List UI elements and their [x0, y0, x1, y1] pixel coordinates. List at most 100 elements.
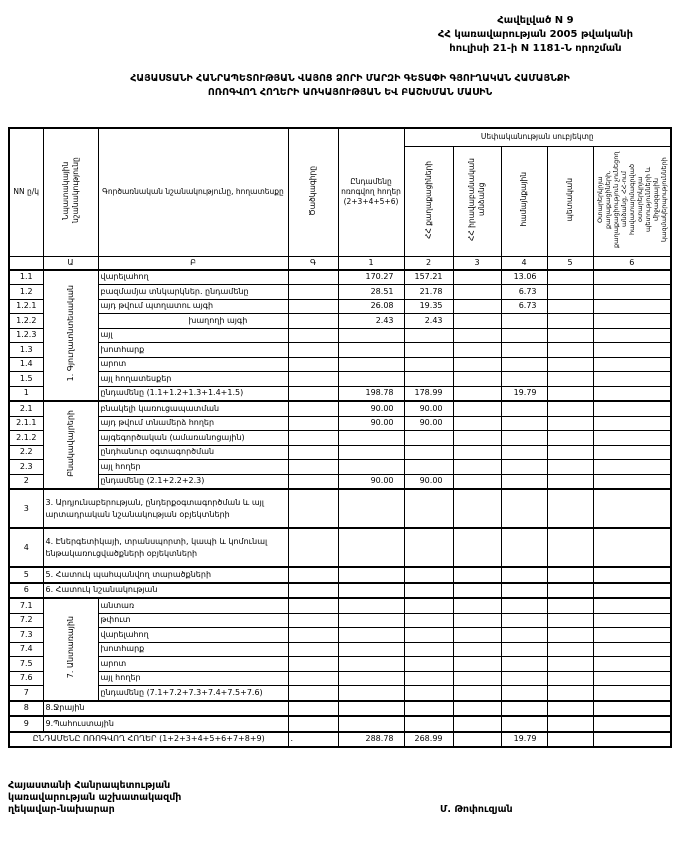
value-cell: 90.00	[337, 400, 405, 417]
value-cell	[500, 327, 548, 343]
row-label: այլ հողատեսքեր	[97, 371, 289, 387]
value-cell	[337, 430, 405, 446]
value-cell	[592, 430, 672, 446]
code-cell	[287, 459, 339, 475]
table-row: 1.2 բազմամյա տնկարկներ. ընդամենը 28.51 21.7…	[8, 284, 672, 300]
grand-total-row: ԸՆԴԱՄԵՆԸ ՈՌՈԳՎՈՂ ՀՈՂԵՐ (1+2+3+4+5+6+7+8+…	[8, 730, 672, 748]
row-number: 3	[8, 488, 44, 529]
value-cell	[546, 597, 594, 614]
row-label: 3. Արդյունաբերության, ընդերքօգտագործման …	[42, 488, 289, 529]
value-cell	[452, 473, 502, 490]
code-cell	[287, 581, 339, 599]
value-cell	[452, 313, 502, 329]
row-label: խոտհարք	[97, 342, 289, 358]
row-label: այդ թվում պտղատու այգի	[97, 298, 289, 314]
header-legal: ՀՀ իրավաբանական անձանց	[452, 145, 502, 257]
code-cell	[287, 284, 339, 300]
row-label: արոտ	[97, 356, 289, 372]
group-label: 7. Անտառային	[42, 597, 99, 701]
row-label: բազմամյա տնկարկներ. ընդամենը	[97, 284, 289, 300]
value-cell: 2.43	[337, 313, 405, 329]
value-cell	[403, 656, 454, 672]
value-cell: 6.73	[500, 284, 548, 300]
value-cell	[337, 715, 405, 732]
value-cell	[452, 268, 502, 285]
value-cell	[592, 527, 672, 568]
table-row: 5 5. Հատուկ պահպանվող տարածքների	[8, 566, 672, 583]
value-cell	[592, 473, 672, 490]
table-row: 8 8.Ջրային	[8, 699, 672, 717]
value-cell	[452, 670, 502, 686]
value-cell: 178.99	[403, 385, 454, 402]
value-cell: 170.27	[337, 268, 405, 285]
value-cell	[500, 627, 548, 643]
value-cell	[452, 488, 502, 529]
row-number: 6	[8, 581, 44, 599]
annex-reference: Հավելված N 9 ՀՀ կառավարության 2005 թվակա…	[438, 14, 633, 56]
header-function: Գործառնական նշանակությունը, հողատեսքը	[97, 127, 289, 257]
code-cell	[287, 385, 339, 402]
row-label: անտառ	[97, 597, 289, 614]
value-cell	[500, 488, 548, 529]
value-cell	[500, 444, 548, 460]
value-cell	[546, 284, 594, 300]
value-cell	[452, 444, 502, 460]
code-cell	[287, 566, 339, 583]
code-cell	[287, 356, 339, 372]
value-cell	[452, 627, 502, 643]
value-cell: 90.00	[403, 400, 454, 417]
value-cell	[546, 527, 594, 568]
land-distribution-table: NN ը/կ Նպատակային նշանակությունը Գործառն…	[8, 127, 672, 748]
value-cell: 21.78	[403, 284, 454, 300]
row-number: 7.4	[8, 641, 44, 657]
table-row: 1.4 արոտ	[8, 356, 672, 372]
code-cell	[287, 473, 339, 490]
value-cell	[452, 284, 502, 300]
signatory-position: Հայաստանի Հանրապետության կառավարության ա…	[8, 780, 181, 816]
value-cell	[592, 356, 672, 372]
title-line-2: ՈՌՈԳՎՈՂ ՀՈՂԵՐԻ ԱՌԿԱՅՈՒԹՅԱՆ ԵՎ ԲԱՇԽՄԱՆ ՄԱ…	[207, 87, 493, 98]
value-cell	[592, 612, 672, 628]
value-cell	[546, 268, 594, 285]
row-number: 2.1.1	[8, 415, 44, 431]
column-number	[8, 255, 44, 270]
value-cell	[546, 715, 594, 732]
value-cell	[546, 699, 594, 717]
value-cell	[452, 371, 502, 387]
value-cell	[592, 268, 672, 285]
value-cell	[452, 400, 502, 417]
value-cell	[403, 685, 454, 701]
code-cell	[287, 670, 339, 686]
value-cell	[500, 566, 548, 583]
row-number: 7.1	[8, 597, 44, 614]
value-cell	[337, 685, 405, 701]
row-number: 7.6	[8, 670, 44, 686]
value-cell	[500, 459, 548, 475]
value-cell	[592, 459, 672, 475]
value-cell	[592, 298, 672, 314]
value-cell	[403, 699, 454, 717]
value-cell	[403, 670, 454, 686]
value-cell: 19.79	[500, 385, 548, 402]
row-label: 9.Պահուստային	[42, 715, 289, 732]
table-row: 1.3 խոտհարք	[8, 342, 672, 358]
value-cell: 19.79	[500, 730, 548, 748]
value-cell	[592, 444, 672, 460]
code-cell	[287, 313, 339, 329]
row-label: վարելահող	[97, 268, 289, 285]
value-cell	[500, 313, 548, 329]
value-cell	[403, 356, 454, 372]
value-cell	[403, 715, 454, 732]
code-cell	[287, 298, 339, 314]
table-row: 7.6 այլ հողեր	[8, 670, 672, 686]
value-cell	[403, 342, 454, 358]
row-label: արոտ	[97, 656, 289, 672]
value-cell	[337, 566, 405, 583]
value-cell	[403, 612, 454, 628]
value-cell	[546, 627, 594, 643]
value-cell	[592, 566, 672, 583]
column-number: 4	[500, 255, 548, 270]
value-cell	[403, 371, 454, 387]
value-cell	[403, 627, 454, 643]
